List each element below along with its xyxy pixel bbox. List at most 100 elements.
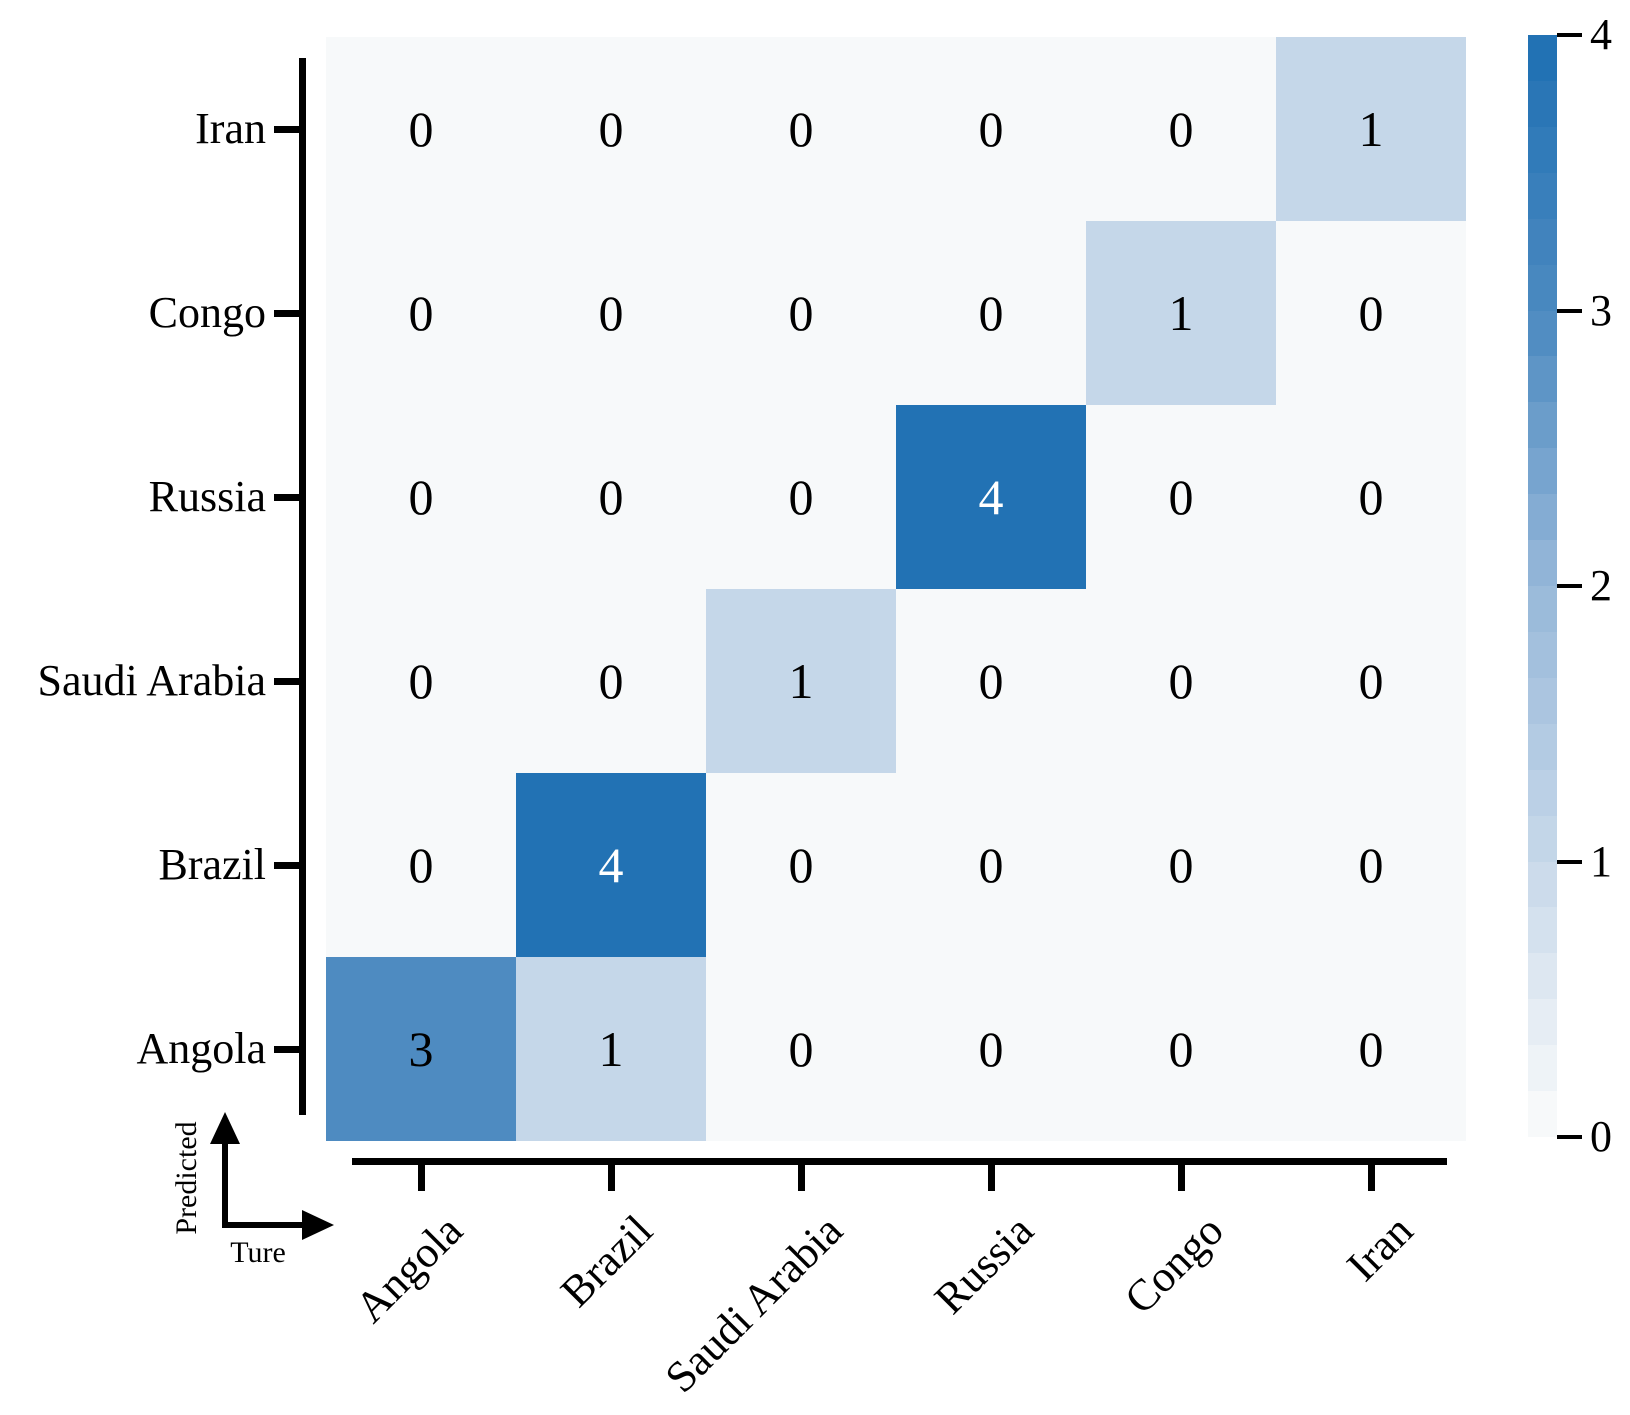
y-axis-tick-label: Russia — [148, 472, 266, 521]
colorbar-band — [1528, 723, 1557, 771]
heatmap-cell: 0 — [516, 37, 706, 221]
heatmap-cell: 0 — [326, 221, 516, 405]
colorbar-band — [1528, 815, 1557, 862]
heatmap-cell: 0 — [896, 957, 1086, 1141]
true-axis-label: Ture — [230, 1236, 286, 1269]
colorbar — [1528, 35, 1557, 1138]
heatmap-cell: 0 — [1086, 957, 1276, 1141]
colorbar-tick — [1557, 584, 1582, 588]
y-axis-tick — [274, 1045, 300, 1053]
colorbar-band — [1528, 172, 1557, 220]
y-axis-tick-label: Congo — [148, 288, 266, 337]
x-axis-tick-label: Brazil — [551, 1205, 663, 1317]
x-axis-tick — [987, 1165, 995, 1191]
colorbar-band — [1528, 861, 1557, 908]
colorbar-band — [1528, 264, 1557, 311]
y-axis-tick — [274, 677, 300, 685]
heatmap-cell: 1 — [1276, 37, 1466, 221]
x-axis-tick-label: Iran — [1337, 1205, 1423, 1291]
y-axis-tick — [274, 861, 300, 869]
colorbar-tick-label: 0 — [1590, 1112, 1612, 1161]
heatmap-cell: 4 — [516, 773, 706, 957]
colorbar-tick — [1557, 1135, 1582, 1139]
heatmap-cell: 0 — [706, 221, 896, 405]
colorbar-band — [1528, 953, 1557, 1000]
colorbar-tick-label: 1 — [1590, 836, 1612, 886]
heatmap-cell: 0 — [1086, 37, 1276, 221]
y-axis-tick — [274, 309, 300, 317]
heatmap-cell: 0 — [1276, 405, 1466, 589]
heatmap-cell: 0 — [706, 773, 896, 957]
x-axis-tick — [417, 1165, 425, 1191]
x-axis-tick-label: Russia — [924, 1205, 1043, 1324]
heatmap-cell: 0 — [706, 405, 896, 589]
y-axis-tick-label: Iran — [195, 104, 266, 153]
heatmap-cell: 0 — [326, 773, 516, 957]
colorbar-tick-label: 2 — [1590, 561, 1612, 610]
heatmap-cell: 0 — [896, 37, 1086, 221]
x-axis-tick — [1367, 1165, 1375, 1191]
heatmap-cell: 0 — [1276, 221, 1466, 405]
heatmap-cell: 0 — [1086, 773, 1276, 957]
heatmap-cell: 0 — [1276, 957, 1466, 1141]
heatmap-cell: 0 — [1276, 773, 1466, 957]
colorbar-band — [1528, 1091, 1557, 1138]
colorbar-band — [1528, 35, 1557, 82]
y-axis-tick-label: Saudi Arabia — [37, 656, 266, 705]
colorbar-tick — [1557, 308, 1582, 313]
y-axis-tick — [274, 493, 300, 501]
x-axis-tick — [607, 1165, 615, 1191]
colorbar-band — [1528, 631, 1557, 679]
heatmap-cell: 0 — [706, 957, 896, 1141]
heatmap-cell: 4 — [896, 405, 1086, 589]
colorbar-band — [1528, 677, 1557, 725]
heatmap-cell: 0 — [896, 589, 1086, 773]
colorbar-band — [1528, 769, 1557, 817]
colorbar-band — [1528, 80, 1557, 128]
heatmap-cell: 3 — [326, 957, 516, 1141]
y-axis-tick — [274, 125, 300, 133]
predicted-axis-label: Predicted — [170, 1121, 203, 1235]
colorbar-band — [1528, 999, 1557, 1046]
heatmap-cell: 0 — [516, 405, 706, 589]
colorbar-band — [1528, 586, 1557, 633]
colorbar-band — [1528, 126, 1557, 174]
heatmap-cell: 0 — [706, 37, 896, 221]
x-axis-tick-label: Angola — [346, 1205, 473, 1332]
colorbar-band — [1528, 540, 1557, 587]
heatmap-cell: 0 — [516, 221, 706, 405]
heatmap-cell: 0 — [1086, 405, 1276, 589]
heatmap-cell: 1 — [706, 589, 896, 773]
colorbar-band — [1528, 218, 1557, 266]
colorbar-band — [1528, 402, 1557, 449]
x-axis-line — [352, 1158, 1447, 1165]
heatmap-cell: 0 — [1086, 589, 1276, 773]
colorbar-band — [1528, 310, 1557, 357]
y-axis-tick-label: Brazil — [158, 840, 266, 889]
colorbar-band — [1528, 1045, 1557, 1092]
heatmap-cell: 0 — [516, 589, 706, 773]
x-axis-tick — [797, 1165, 805, 1191]
heatmap-cell: 0 — [326, 589, 516, 773]
x-axis-tick — [1177, 1165, 1185, 1191]
heatmap-cell: 0 — [896, 773, 1086, 957]
y-axis-line — [299, 58, 306, 1115]
heatmap-cell: 0 — [326, 405, 516, 589]
heatmap-cell: 0 — [896, 221, 1086, 405]
y-axis-tick-label: Angola — [136, 1024, 266, 1073]
heatmap-cell: 1 — [516, 957, 706, 1141]
colorbar-tick-label: 3 — [1590, 285, 1612, 335]
x-axis-tick-label: Congo — [1114, 1205, 1233, 1324]
x-axis-tick-label: Saudi Arabia — [656, 1205, 853, 1402]
colorbar-band — [1528, 494, 1557, 541]
heatmap-cell: 0 — [1276, 589, 1466, 773]
colorbar-band — [1528, 356, 1557, 403]
heatmap-cell: 0 — [326, 37, 516, 221]
colorbar-band — [1528, 448, 1557, 495]
colorbar-tick — [1557, 33, 1582, 37]
heatmap-cell: 1 — [1086, 221, 1276, 405]
colorbar-band — [1528, 907, 1557, 954]
colorbar-tick-label: 4 — [1590, 10, 1612, 59]
colorbar-tick — [1557, 859, 1582, 864]
